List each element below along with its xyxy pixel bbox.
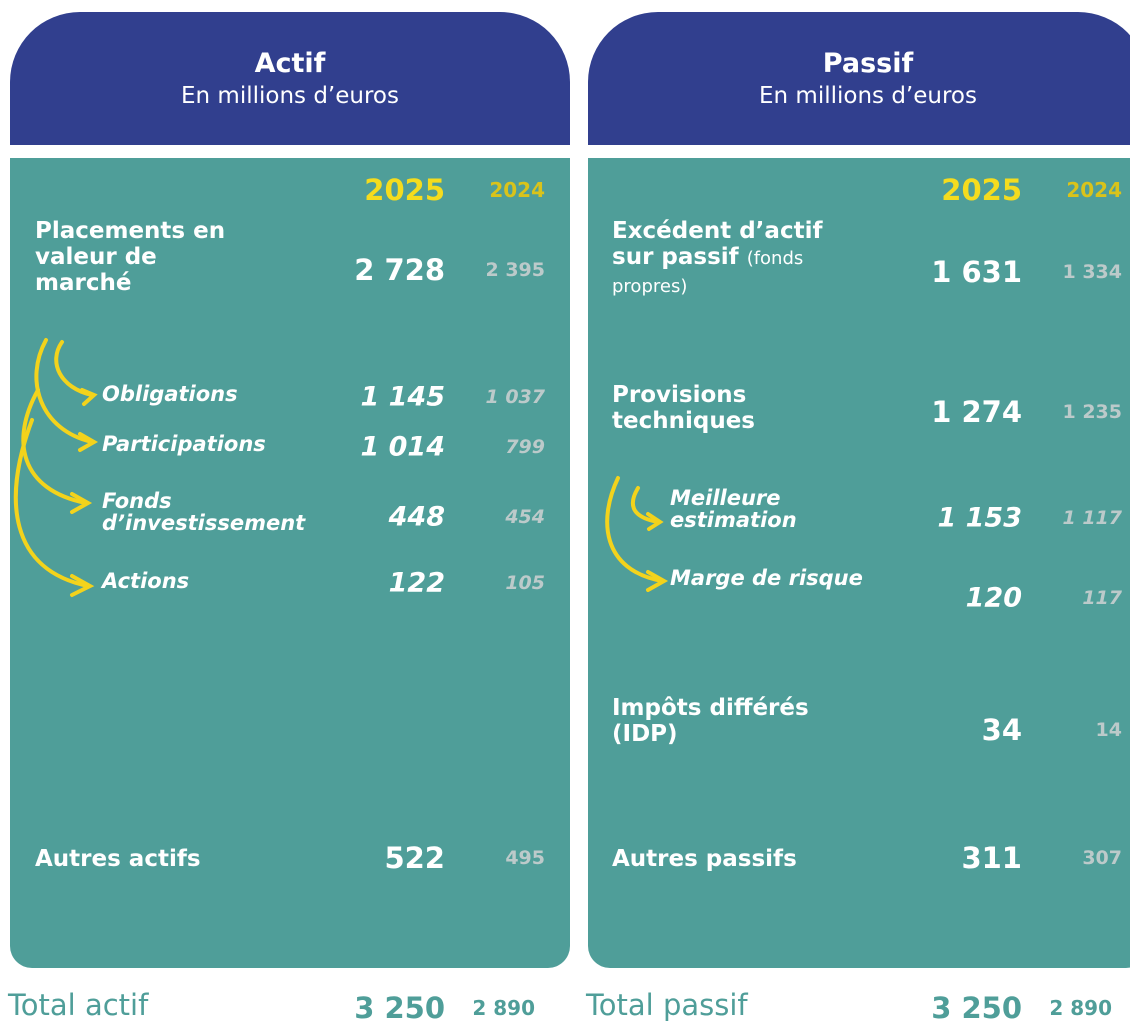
panel-title: Passif [822, 48, 914, 79]
arrow [630, 486, 660, 524]
label-text: Autres actifs [35, 846, 201, 872]
total-value: 3 250 [354, 991, 445, 1025]
detail-label: Meilleure estimation [670, 486, 797, 532]
total-label: Total passif [586, 988, 748, 1022]
detail-value: 122 [388, 567, 445, 599]
row-value: 2 728 [354, 253, 445, 287]
detail-value: 454 [505, 506, 545, 528]
detail-value: 120 [965, 582, 1022, 614]
arrow-head [646, 512, 664, 531]
detail-label: Participations [102, 432, 266, 456]
row-value: 1 334 [1062, 261, 1123, 283]
year-header: 2025 [941, 173, 1022, 207]
year-header: 2025 [364, 173, 445, 207]
detail-label: Actions [102, 569, 190, 593]
row-value: 311 [961, 841, 1022, 875]
label-text: Placements en valeur de marché [35, 218, 226, 296]
detail-value: 105 [505, 572, 545, 594]
actif-panel: Actif En millions d’euros 2025 2024 Placem… [8, 0, 570, 1025]
label-text: Excédent d’actif sur passif [612, 218, 823, 270]
detail-value: 799 [505, 436, 545, 458]
arrow-head [70, 574, 95, 597]
row-value: 522 [384, 841, 445, 875]
passif-panel: Passif En millions d’euros 2025 2024 Excéd… [586, 0, 1130, 1025]
detail-value: 1 037 [485, 386, 546, 408]
arrow-head [78, 432, 99, 452]
total-label: Total actif [8, 988, 149, 1022]
detail-value: 1 117 [1062, 507, 1123, 529]
arrow-head [80, 388, 98, 406]
arrow-head [70, 492, 93, 514]
row-value: 1 631 [931, 255, 1022, 289]
detail-label: Marge de risque [670, 566, 863, 590]
row-value: 495 [505, 847, 545, 869]
row-value: 1 274 [931, 395, 1022, 429]
panel-subtitle: En millions d’euros [181, 83, 399, 109]
panel-header: Passif En millions d’euros [588, 12, 1130, 145]
row-label: Provisions techniques [612, 382, 812, 434]
label-text: Impôts différés (IDP) [612, 695, 809, 747]
arrow [13, 418, 90, 588]
arrows [605, 476, 669, 592]
panel-body [588, 158, 1130, 968]
total-value: 2 890 [1049, 996, 1112, 1020]
row-value: 34 [981, 713, 1022, 747]
year-header: 2024 [489, 178, 545, 202]
row-label: Excédent d’actif sur passif (fonds propr… [612, 218, 852, 300]
year-header: 2024 [1066, 178, 1122, 202]
label-text: Autres passifs [612, 846, 797, 872]
detail-value: 1 153 [937, 502, 1022, 534]
row-label: Placements en valeur de marché [35, 218, 235, 296]
total-value: 2 890 [472, 996, 535, 1020]
arrow-head [646, 570, 669, 592]
row-label: Impôts différés (IDP) [612, 695, 852, 747]
row-value: 307 [1082, 847, 1122, 869]
row-value: 2 395 [485, 259, 546, 281]
arrow [605, 476, 664, 583]
detail-value: 1 014 [360, 431, 445, 463]
detail-value: 1 145 [360, 381, 445, 413]
label-note: (fonds propres) [612, 248, 804, 297]
panel-body [10, 158, 570, 968]
arrows [13, 338, 99, 597]
arrow [54, 340, 94, 397]
label-text: Provisions techniques [612, 382, 755, 434]
panel-subtitle: En millions d’euros [759, 83, 977, 109]
panel-title: Actif [254, 48, 326, 79]
total-value: 3 250 [931, 991, 1022, 1025]
detail-label: Fonds d’investissement [102, 489, 306, 535]
row-value: 1 235 [1062, 401, 1123, 423]
row-label: Autres passifs [612, 846, 852, 872]
detail-value: 448 [388, 501, 445, 533]
arrow [34, 338, 94, 444]
row-label: Autres actifs [35, 846, 255, 872]
panel-header: Actif En millions d’euros [10, 12, 570, 145]
arrow [21, 388, 88, 505]
row-value: 14 [1095, 719, 1122, 741]
detail-value: 117 [1082, 587, 1122, 609]
detail-label: Obligations [102, 382, 238, 406]
